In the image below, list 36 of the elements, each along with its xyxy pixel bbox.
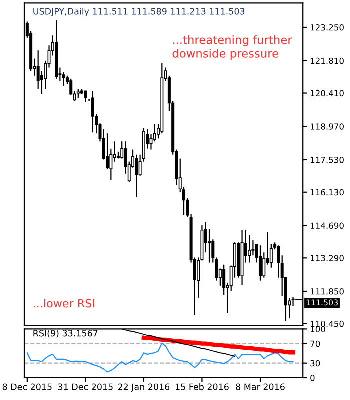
y-tick-label: 117.530 [310,156,344,164]
y-tick-label: 111.850 [310,288,344,295]
candlestick [91,90,94,134]
candlestick [84,90,88,103]
annotation: ...lower RSI [34,299,94,308]
y-tick-label: 113.290 [310,255,344,262]
candlestick [248,234,252,264]
candlestick [135,154,138,198]
x-tick-label: 8 Mar 2016 [236,384,285,390]
candlestick [150,134,153,150]
y-tick-label: 30 [310,360,320,367]
candlestick [36,50,40,90]
candlestick [76,88,80,99]
text: USDJPY,Daily 111.511 111.589 111.213 111.503 [34,8,245,17]
candlestick [208,228,212,264]
y-tick-label: 110.450 [310,320,344,328]
x-tick-label: 22 Jan 2016 [118,384,170,392]
y-tick-label: 0 [310,374,315,382]
x-tick-label: 31 Dec 2015 [58,384,113,390]
x-tick-label: 8 Dec 2015 [2,384,52,390]
y-tick-label: 116.130 [310,189,344,196]
candlestick [277,245,280,278]
chart-title: RSI(9) 33.1567 [34,330,98,338]
line-series [26,342,294,373]
line-series [142,336,296,355]
candlestick [258,245,262,282]
candlestick [62,71,66,87]
candlestick [106,133,110,170]
y-tick-label: 121.810 [310,58,344,64]
y-tick-label: 70 [310,340,320,348]
y-tick-label: 120.410 [310,90,344,97]
annotation: ...threatening further downside pressure [172,35,292,60]
y-tick-label: 114.690 [310,222,344,230]
y-tick-label: 118.970 [310,124,344,130]
y-tick-label: 123.250 [310,24,344,31]
x-tick-label: 15 Feb 2016 [176,384,229,390]
